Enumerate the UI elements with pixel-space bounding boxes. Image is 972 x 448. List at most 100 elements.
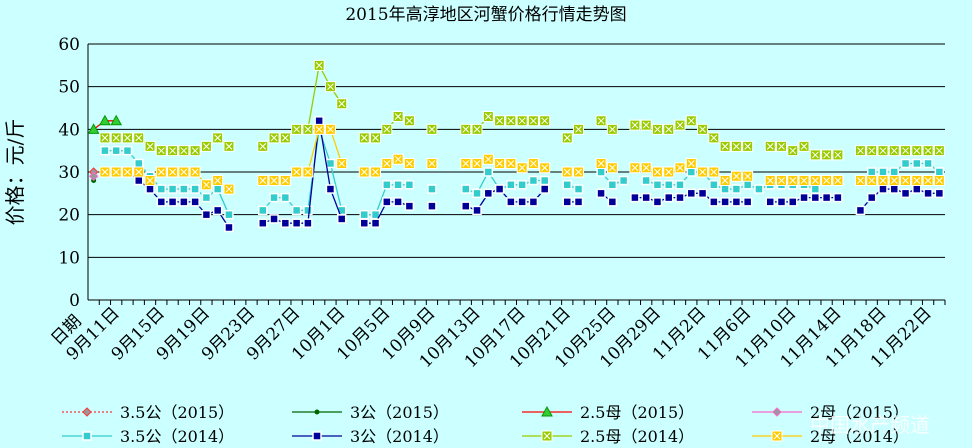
marker bbox=[291, 218, 302, 228]
marker bbox=[731, 184, 742, 194]
marker bbox=[302, 166, 314, 178]
marker bbox=[122, 145, 133, 156]
marker bbox=[178, 166, 190, 178]
y-tick-label: 10 bbox=[58, 248, 80, 268]
marker bbox=[912, 158, 922, 169]
marker bbox=[99, 166, 111, 178]
y-tick-label: 30 bbox=[58, 163, 80, 183]
marker bbox=[595, 157, 607, 169]
marker bbox=[922, 145, 934, 157]
marker bbox=[641, 175, 651, 186]
marker bbox=[133, 132, 145, 144]
marker bbox=[900, 188, 911, 199]
marker bbox=[866, 145, 878, 157]
marker bbox=[900, 158, 911, 169]
marker bbox=[483, 188, 494, 199]
marker bbox=[460, 157, 472, 169]
marker bbox=[302, 123, 314, 135]
marker bbox=[257, 175, 269, 187]
legend-marker bbox=[82, 431, 92, 441]
marker bbox=[494, 157, 506, 169]
marker bbox=[121, 166, 133, 178]
marker bbox=[866, 175, 878, 187]
marker bbox=[257, 140, 269, 152]
marker bbox=[144, 140, 156, 152]
marker bbox=[393, 197, 403, 207]
marker bbox=[798, 175, 810, 187]
marker bbox=[573, 184, 584, 194]
marker bbox=[787, 145, 799, 157]
marker bbox=[889, 167, 900, 177]
marker bbox=[223, 140, 235, 152]
legend-label: 3公（2015） bbox=[350, 403, 449, 422]
marker bbox=[641, 192, 651, 203]
marker bbox=[573, 166, 585, 178]
marker bbox=[314, 116, 324, 126]
marker bbox=[82, 407, 92, 417]
legend-label: 3.5公（2014） bbox=[120, 427, 234, 446]
marker bbox=[156, 197, 167, 207]
marker bbox=[561, 166, 573, 178]
marker bbox=[88, 171, 99, 181]
marker bbox=[224, 209, 234, 220]
marker bbox=[912, 184, 922, 194]
legend-marker bbox=[314, 409, 320, 415]
marker bbox=[494, 184, 505, 194]
marker bbox=[775, 175, 787, 187]
marker bbox=[652, 197, 663, 207]
marker bbox=[562, 180, 572, 190]
marker bbox=[133, 166, 145, 178]
marker bbox=[855, 205, 866, 216]
marker bbox=[370, 218, 381, 228]
marker bbox=[607, 197, 618, 207]
marker bbox=[156, 184, 167, 194]
marker bbox=[167, 197, 178, 207]
legend-marker bbox=[772, 407, 782, 417]
legend-label: 2.5母（2014） bbox=[580, 427, 694, 446]
marker bbox=[110, 132, 122, 144]
y-tick-label: 50 bbox=[58, 78, 80, 98]
marker bbox=[358, 132, 370, 144]
marker bbox=[528, 175, 539, 186]
legend-label: 3.5公（2015） bbox=[120, 403, 234, 422]
marker bbox=[866, 192, 877, 203]
marker bbox=[686, 188, 697, 199]
marker bbox=[133, 158, 144, 169]
marker bbox=[651, 123, 663, 135]
marker bbox=[854, 175, 866, 187]
marker bbox=[934, 167, 945, 177]
marker bbox=[730, 170, 742, 182]
marker bbox=[933, 175, 945, 187]
marker bbox=[709, 197, 719, 207]
marker bbox=[212, 175, 224, 187]
marker bbox=[426, 123, 438, 135]
marker bbox=[381, 123, 393, 135]
marker bbox=[788, 197, 798, 207]
marker bbox=[719, 140, 731, 152]
marker bbox=[742, 180, 753, 190]
marker bbox=[404, 201, 415, 211]
marker bbox=[573, 123, 585, 135]
marker bbox=[144, 175, 156, 187]
marker bbox=[212, 132, 224, 144]
marker bbox=[269, 192, 279, 203]
marker bbox=[382, 180, 392, 190]
marker bbox=[764, 175, 776, 187]
marker bbox=[100, 145, 110, 156]
marker bbox=[709, 180, 719, 190]
marker bbox=[596, 167, 606, 177]
marker bbox=[674, 162, 686, 174]
legend-marker bbox=[312, 431, 322, 441]
marker bbox=[133, 175, 144, 186]
marker bbox=[291, 205, 302, 216]
marker bbox=[212, 184, 223, 194]
legend-marker bbox=[82, 407, 92, 417]
marker bbox=[312, 431, 322, 441]
marker bbox=[787, 175, 799, 187]
marker bbox=[607, 180, 618, 190]
marker bbox=[765, 197, 775, 207]
marker bbox=[596, 188, 606, 199]
marker bbox=[472, 188, 482, 199]
marker bbox=[359, 218, 370, 228]
marker bbox=[110, 166, 122, 178]
